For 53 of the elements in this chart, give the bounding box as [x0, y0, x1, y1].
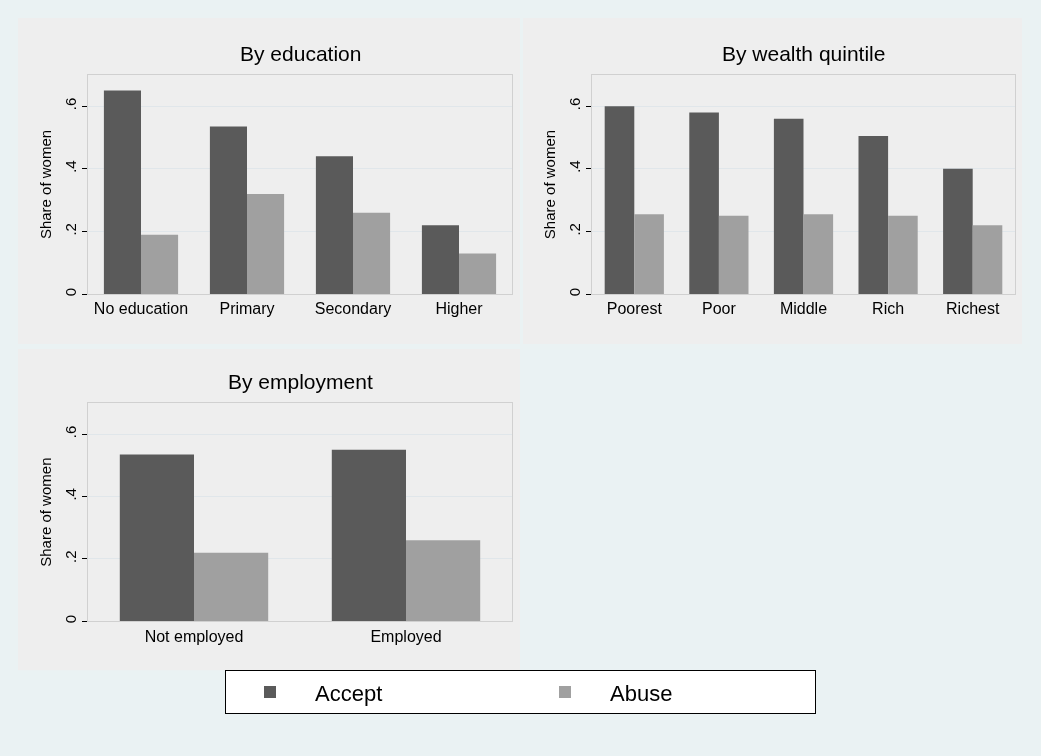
bar: [888, 215, 918, 295]
y-axis-title: Share of women: [541, 129, 559, 240]
x-tick-label: Primary: [219, 300, 275, 318]
bar: [406, 540, 481, 622]
bar: [803, 214, 834, 295]
y-tick-label: .4: [62, 488, 79, 501]
y-tick-label: .2: [566, 223, 583, 236]
y-axis-title: Share of women: [37, 457, 55, 567]
y-tick-label: .4: [566, 160, 583, 173]
x-tick-label: No education: [93, 300, 189, 318]
bar: [119, 454, 194, 622]
y-tick-label: .6: [566, 97, 583, 111]
x-tick-label: Rich: [872, 300, 905, 318]
chart-title: By employment: [228, 370, 373, 393]
y-tick-label: .4: [62, 160, 79, 173]
y-tick-label: .2: [62, 550, 79, 563]
chart-title: By wealth quintile: [722, 42, 886, 65]
bar: [943, 168, 973, 295]
bar: [773, 118, 804, 295]
bar: [689, 112, 719, 295]
bar: [421, 225, 459, 295]
chart-title: By education: [240, 42, 362, 65]
y-tick-label: .6: [62, 97, 79, 111]
bar: [972, 225, 1003, 295]
x-tick-label: Secondary: [314, 300, 392, 318]
x-tick-label: Poor: [702, 300, 737, 318]
bar: [331, 449, 406, 622]
y-axis-title: Share of women: [37, 129, 55, 240]
x-tick-label: Middle: [779, 300, 828, 318]
y-tick-label: .6: [62, 425, 79, 439]
bar: [858, 135, 889, 295]
legend-label: Accept: [315, 680, 383, 706]
x-tick-label: Employed: [370, 627, 442, 645]
x-tick-label: Higher: [435, 300, 484, 318]
legend-label: Abuse: [610, 680, 673, 706]
y-tick-label: 0: [566, 287, 583, 297]
bar: [459, 253, 497, 295]
bar: [718, 215, 749, 295]
bar: [353, 212, 391, 295]
bar: [604, 106, 635, 295]
bar: [315, 156, 353, 295]
bar: [634, 214, 664, 295]
bar: [209, 126, 247, 295]
x-tick-label: Not employed: [144, 627, 244, 645]
x-tick-label: Poorest: [606, 300, 663, 318]
x-tick-label: Richest: [946, 300, 1000, 318]
y-tick-label: 0: [62, 614, 79, 624]
y-tick-label: 0: [62, 287, 79, 297]
bar: [247, 193, 285, 295]
bar: [141, 234, 179, 295]
bar: [194, 552, 269, 622]
y-tick-label: .2: [62, 223, 79, 236]
bar: [103, 90, 141, 295]
